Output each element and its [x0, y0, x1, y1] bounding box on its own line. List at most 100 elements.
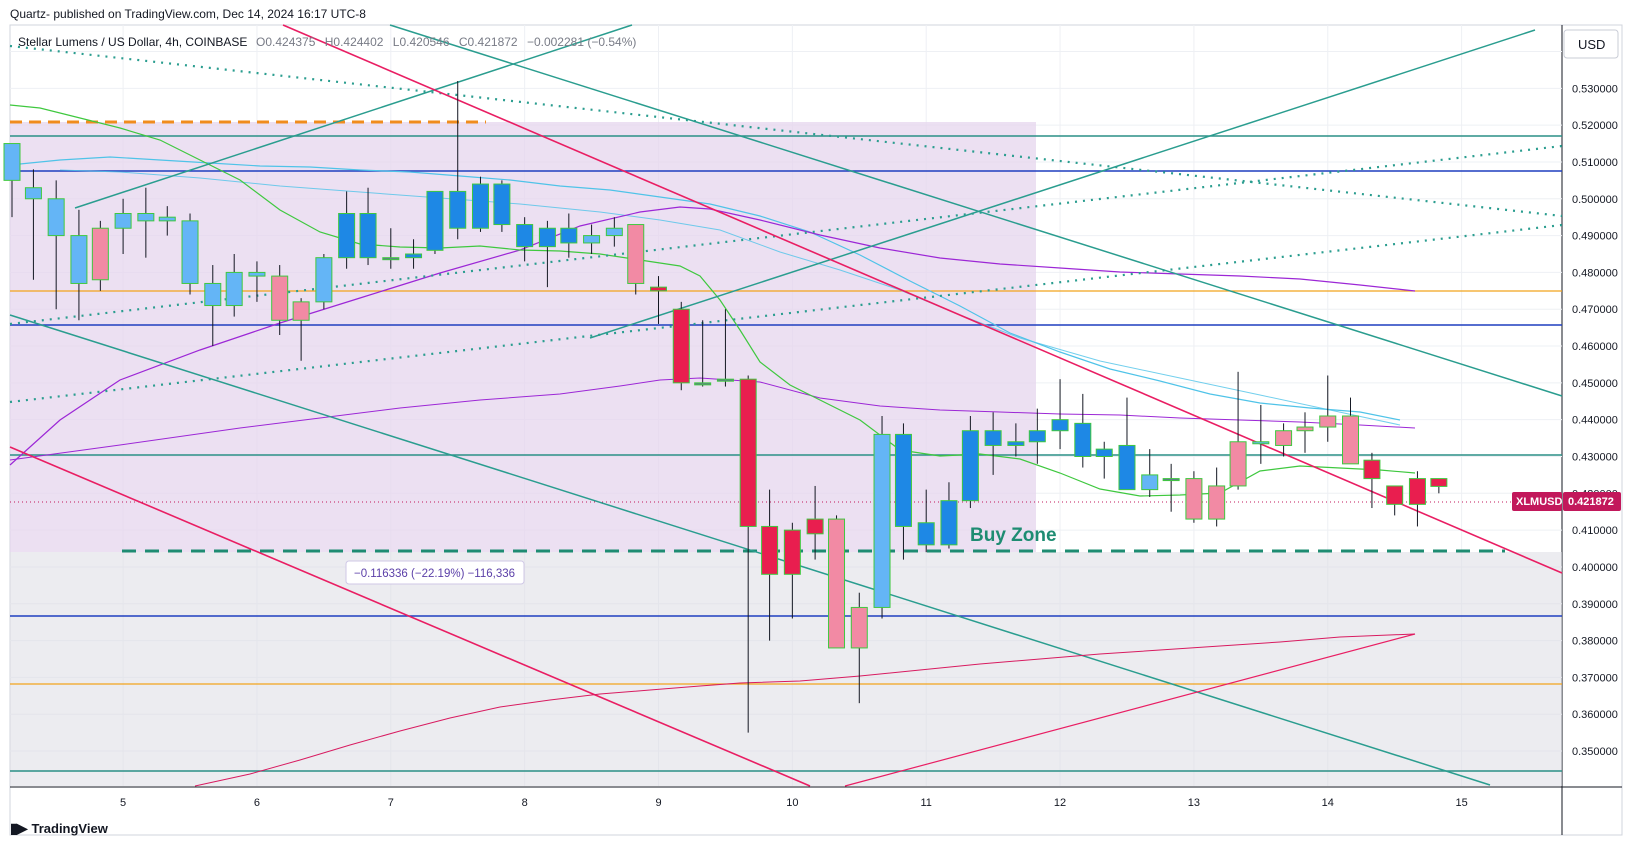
price-tick-label: 0.350000: [1572, 746, 1618, 758]
candle-body[interactable]: [961, 430, 979, 502]
candle-body[interactable]: [248, 271, 266, 277]
price-tick-label: 0.430000: [1572, 451, 1618, 463]
candle-body[interactable]: [783, 529, 801, 575]
candle-body[interactable]: [91, 227, 109, 281]
candle-body[interactable]: [359, 213, 377, 259]
ohlc-low: L0.420546: [393, 35, 450, 49]
candle-body[interactable]: [538, 227, 556, 248]
red-descending-line-lower[interactable]: [9, 446, 811, 787]
candle-body[interactable]: [761, 525, 779, 575]
candle-body[interactable]: [1386, 485, 1404, 505]
candle-body[interactable]: [627, 224, 645, 284]
candle-body[interactable]: [3, 143, 21, 181]
candle-body[interactable]: [158, 216, 176, 222]
candle-body[interactable]: [650, 286, 668, 292]
candle-body[interactable]: [70, 235, 88, 284]
candle-body[interactable]: [204, 282, 222, 307]
candle-body[interactable]: [1363, 459, 1381, 480]
candle-body[interactable]: [583, 235, 601, 244]
lower-shade: [10, 552, 1562, 786]
tradingview-footer[interactable]: ▮▶ TradingView: [10, 820, 108, 837]
red-descending-line[interactable]: [282, 24, 1563, 574]
candle-body[interactable]: [493, 183, 511, 226]
price-tick-label: 0.470000: [1572, 304, 1618, 316]
candle-body[interactable]: [894, 433, 912, 527]
candle-body[interactable]: [716, 378, 734, 382]
candle-body[interactable]: [917, 522, 935, 546]
candle-body[interactable]: [672, 308, 690, 384]
price-tick-label: 0.450000: [1572, 378, 1618, 390]
price-axis-labels: 0.350000 0.360000 0.370000 0.380000 0.390000…: [1572, 47, 1618, 759]
candle-body[interactable]: [382, 257, 400, 261]
candle-body[interactable]: [1208, 485, 1226, 520]
candle-body[interactable]: [694, 382, 712, 386]
candle-body[interactable]: [137, 213, 155, 222]
candle-body[interactable]: [1007, 441, 1025, 446]
candle-body[interactable]: [1095, 448, 1113, 457]
candle-body[interactable]: [1296, 426, 1314, 432]
candle-body[interactable]: [426, 190, 444, 251]
candle-body[interactable]: [225, 271, 243, 307]
trendlines: [9, 24, 1563, 787]
candle-body[interactable]: [181, 220, 199, 284]
candle-body[interactable]: [828, 518, 846, 649]
candle-body[interactable]: [1229, 441, 1247, 487]
candle-body[interactable]: [315, 257, 333, 303]
candle-body[interactable]: [1430, 478, 1448, 487]
ohlc-change: −0.002281 (−0.54%): [527, 35, 636, 49]
candle-body[interactable]: [1118, 444, 1136, 491]
footer-brand: TradingView: [31, 821, 108, 836]
teal-descending-line[interactable]: [389, 24, 1563, 397]
candle-body[interactable]: [739, 378, 757, 527]
price-tick-label: 0.390000: [1572, 599, 1618, 611]
teal-descending-line-lower[interactable]: [9, 314, 1491, 786]
candle-body[interactable]: [984, 430, 1002, 446]
candle-body[interactable]: [560, 227, 578, 244]
candle-body[interactable]: [292, 301, 310, 321]
candle-body[interactable]: [1342, 415, 1360, 465]
candle-body[interactable]: [271, 275, 289, 321]
candle-body[interactable]: [516, 224, 534, 248]
teal-ascending-line[interactable]: [74, 24, 633, 209]
candle-body[interactable]: [1051, 419, 1069, 432]
price-tick-label: 0.530000: [1572, 83, 1618, 95]
time-tick-label: 15: [1455, 797, 1467, 809]
teal-ascending-line[interactable]: [589, 29, 1536, 339]
candle-body[interactable]: [1275, 430, 1293, 446]
candle-body[interactable]: [873, 433, 891, 608]
last-price-tag[interactable]: [1563, 492, 1621, 511]
candle-body[interactable]: [806, 518, 824, 535]
candle-body[interactable]: [47, 198, 65, 237]
price-tick-label: 0.480000: [1572, 267, 1618, 279]
candle-body[interactable]: [1074, 422, 1092, 457]
candle-body[interactable]: [1141, 474, 1159, 491]
time-tick-label: 9: [655, 797, 661, 809]
range-highlight: [10, 122, 1036, 552]
candle-body[interactable]: [1162, 478, 1180, 482]
candle-body[interactable]: [605, 227, 623, 237]
candle-body[interactable]: [940, 500, 958, 546]
candle-body[interactable]: [1252, 441, 1270, 445]
ma-cyan-2: [59, 169, 1401, 426]
candle-body[interactable]: [1408, 478, 1426, 505]
symbol-tag[interactable]: [1512, 492, 1562, 511]
currency-button[interactable]: [1563, 29, 1619, 59]
price-tick-label: 0.400000: [1572, 562, 1618, 574]
red-ascending-line[interactable]: [844, 633, 1416, 787]
candle-body[interactable]: [1319, 415, 1337, 428]
time-tick-label: 6: [254, 797, 260, 809]
candle-body[interactable]: [1028, 430, 1046, 443]
candle-body[interactable]: [338, 213, 356, 259]
indicators: [9, 104, 1416, 497]
candle-body[interactable]: [449, 190, 467, 229]
candle-body[interactable]: [850, 606, 868, 649]
symbol-tag-label: XLMUSD: [1516, 496, 1563, 508]
candle-body[interactable]: [1185, 478, 1203, 520]
candle-body[interactable]: [405, 253, 423, 259]
candle-body[interactable]: [24, 187, 42, 200]
candle-body[interactable]: [471, 183, 489, 229]
measure-label-box[interactable]: [345, 560, 525, 585]
candle-body[interactable]: [114, 213, 132, 229]
time-tick-label: 12: [1054, 797, 1066, 809]
